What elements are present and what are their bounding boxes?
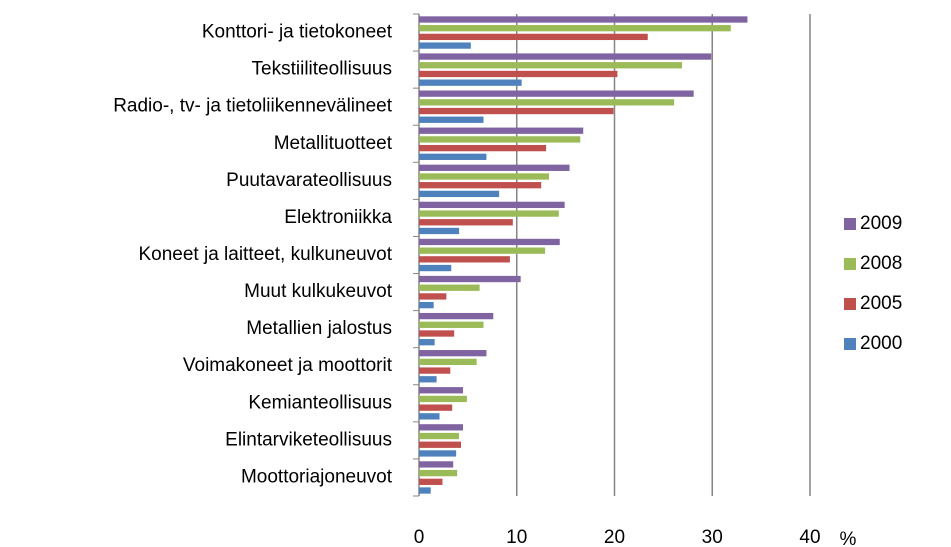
bar [419, 164, 570, 171]
bar [419, 173, 550, 180]
bar [419, 201, 565, 209]
bar [419, 144, 547, 152]
bar [419, 153, 487, 160]
legend-label: 2000 [860, 333, 902, 354]
bar [419, 441, 462, 448]
y-tick-label: Puutavarateollisuus [226, 170, 392, 191]
legend-label: 2008 [860, 253, 902, 274]
bar [419, 432, 460, 440]
legend-label: 2009 [860, 213, 902, 234]
x-tick-label: 20 [604, 527, 625, 547]
y-tick-label: Moottoriajoneuvot [241, 466, 393, 487]
x-tick-label: 10 [506, 527, 527, 547]
y-tick-label: Koneet ja laitteet, kulkuneuvot [138, 244, 392, 265]
y-tick-label: Voimakoneet ja moottorit [183, 355, 393, 376]
bar [419, 387, 463, 394]
bar [419, 395, 467, 403]
bar [419, 62, 682, 69]
bar [419, 247, 546, 254]
bar [419, 182, 542, 189]
legend-label: 2005 [860, 293, 902, 314]
bar [419, 33, 648, 41]
y-tick-label: Metallituotteet [274, 133, 393, 154]
y-tick-label: Elintarviketeollisuus [225, 429, 392, 450]
bar [419, 25, 731, 32]
bar [419, 238, 560, 246]
bar [419, 469, 458, 477]
bar [419, 321, 484, 328]
x-tick-label: 40 [799, 527, 820, 547]
legend-swatch [844, 338, 856, 350]
legend-swatch [844, 298, 856, 310]
bar [419, 404, 453, 411]
y-tick-label: Metallien jalostus [246, 318, 392, 339]
bar [419, 190, 500, 198]
y-tick-label: Muut kulkukeuvot [244, 281, 393, 302]
bar [419, 284, 480, 291]
bar [419, 90, 694, 97]
bar [419, 219, 513, 226]
x-axis-label: % [840, 529, 857, 547]
bar [419, 53, 712, 60]
bar [419, 413, 440, 420]
bar [419, 70, 618, 78]
bar [419, 99, 675, 106]
legend-swatch [844, 258, 856, 270]
y-tick-label: Konttori- ja tietokoneet [202, 22, 393, 43]
bar [419, 210, 559, 217]
y-tick-label: Elektroniikka [284, 207, 392, 228]
bar [419, 127, 584, 134]
x-tick-label: 0 [414, 527, 425, 547]
bar [419, 350, 487, 357]
y-tick-label: Kemianteollisuus [248, 392, 392, 413]
bar [419, 358, 477, 366]
bar [419, 487, 431, 494]
bar [419, 293, 447, 300]
bar [419, 424, 463, 431]
bar [419, 256, 510, 263]
bar [419, 330, 455, 337]
x-tick-label: 30 [702, 527, 723, 547]
bar [419, 107, 614, 115]
bar [419, 376, 437, 383]
y-tick-label: Tekstiiliteollisuus [252, 59, 392, 80]
legend-swatch [844, 218, 856, 230]
bar [419, 461, 454, 468]
bar [419, 79, 522, 86]
bar [419, 264, 452, 272]
bar [419, 16, 748, 23]
y-tick-label: Radio-, tv- ja tietoliikennevälineet [113, 96, 393, 117]
bar [419, 367, 451, 374]
bar [419, 478, 443, 485]
bar [419, 312, 494, 320]
bar [419, 301, 434, 309]
bar [419, 227, 460, 235]
bar [419, 339, 435, 346]
bar [419, 136, 581, 143]
bar [419, 116, 484, 123]
bar [419, 42, 471, 49]
bar [419, 275, 521, 283]
bar [419, 450, 457, 457]
